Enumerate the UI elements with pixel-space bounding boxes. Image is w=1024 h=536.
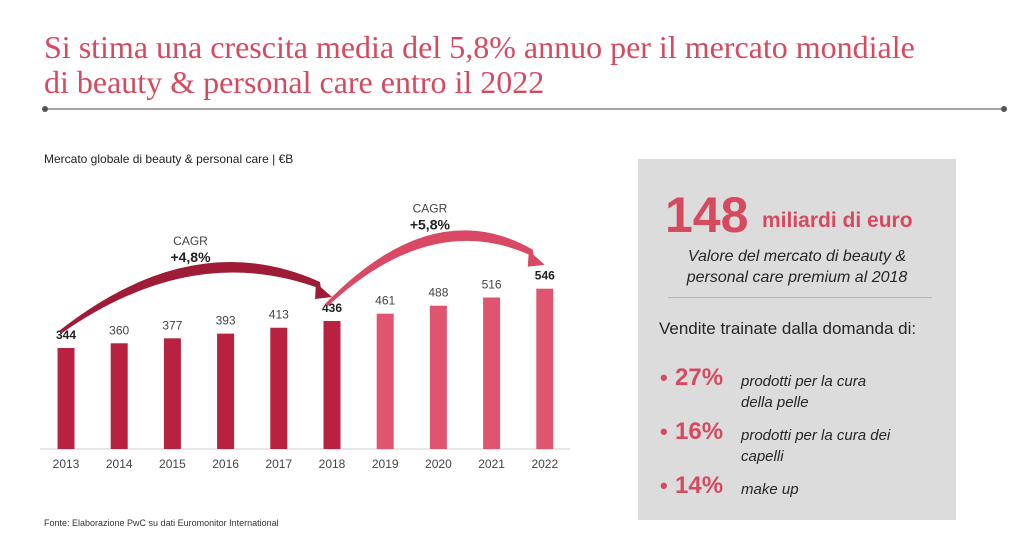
driver-percentage: 16% <box>675 418 724 445</box>
page-title-line-1: Si stima una crescita media del 5,8% ann… <box>44 29 915 65</box>
tick-label-2016: 2016 <box>212 457 239 471</box>
page-title-line-2: di beauty & personal care entro il 2022 <box>44 64 545 100</box>
bar-2014 <box>110 343 128 449</box>
driver-label: prodotti per la cura dei capelli <box>741 427 891 465</box>
source-note: Fonte: Elaborazione PwC su dati Euromoni… <box>44 518 279 528</box>
bullet-icon: • <box>660 419 668 444</box>
data-label-2016: 393 <box>216 314 236 328</box>
chart-label: Mercato globale di beauty & personal car… <box>44 152 294 166</box>
drivers-label: Vendite trainate dalla domanda di: <box>659 319 917 338</box>
market-value-description: Valore del mercato di beauty & personal … <box>686 248 908 286</box>
cagr-arrow-1 <box>59 262 321 334</box>
market-value-unit: miliardi di euro <box>762 209 913 232</box>
bar-2017 <box>270 327 288 449</box>
market-value-number: 148 <box>665 187 749 243</box>
data-label-2015: 377 <box>162 318 182 332</box>
highlight-panel: 148 miliardi di euro Valore del mercato … <box>638 159 956 520</box>
driver-percentage: 14% <box>675 472 724 499</box>
bar-2020 <box>429 305 447 449</box>
bar-2022 <box>536 288 554 449</box>
data-label-2017: 413 <box>269 308 289 322</box>
title-divider <box>44 108 1005 110</box>
bar-2015 <box>163 338 181 449</box>
bar-2016 <box>217 333 235 449</box>
tick-label-2021: 2021 <box>478 457 505 471</box>
divider-end-dot <box>1001 106 1007 112</box>
tick-label-2015: 2015 <box>159 457 186 471</box>
cagr-arrow-2 <box>325 230 534 306</box>
tick-label-2013: 2013 <box>53 457 80 471</box>
tick-label-2018: 2018 <box>319 457 346 471</box>
divider-start-dot <box>42 106 48 112</box>
data-label-2021: 516 <box>482 278 502 292</box>
cagr-arrowhead-1 <box>315 282 332 299</box>
tick-label-2019: 2019 <box>372 457 399 471</box>
data-label-2020: 488 <box>428 286 448 300</box>
driver-label: make up <box>741 481 799 498</box>
tick-label-2014: 2014 <box>106 457 133 471</box>
data-label-2018: 436 <box>322 301 342 315</box>
page-title: Si stima una crescita media del 5,8% ann… <box>44 30 1004 100</box>
bar-2013 <box>57 348 75 449</box>
tick-label-2020: 2020 <box>425 457 452 471</box>
cagr-value-2: +5,8% <box>410 217 451 233</box>
panel-divider <box>668 297 932 298</box>
bar-chart: 3442013360201437720153932016413201743620… <box>40 202 570 471</box>
bar-2018 <box>323 320 341 449</box>
tick-label-2022: 2022 <box>531 457 558 471</box>
cagr-label-1: CAGR <box>173 234 208 248</box>
bullet-icon: • <box>660 473 668 498</box>
data-label-2014: 360 <box>109 323 129 337</box>
bullet-icon: • <box>660 365 668 390</box>
data-label-2022: 546 <box>535 269 555 283</box>
cagr-label-2: CAGR <box>413 202 448 216</box>
bar-2021 <box>483 297 501 449</box>
cagr-arrowhead-2 <box>527 250 545 267</box>
driver-percentage: 27% <box>675 364 724 391</box>
cagr-value-1: +4,8% <box>170 249 211 265</box>
driver-label: prodotti per la cura della pelle <box>741 373 867 411</box>
data-label-2019: 461 <box>375 294 395 308</box>
tick-label-2017: 2017 <box>265 457 292 471</box>
bar-2019 <box>376 313 394 449</box>
